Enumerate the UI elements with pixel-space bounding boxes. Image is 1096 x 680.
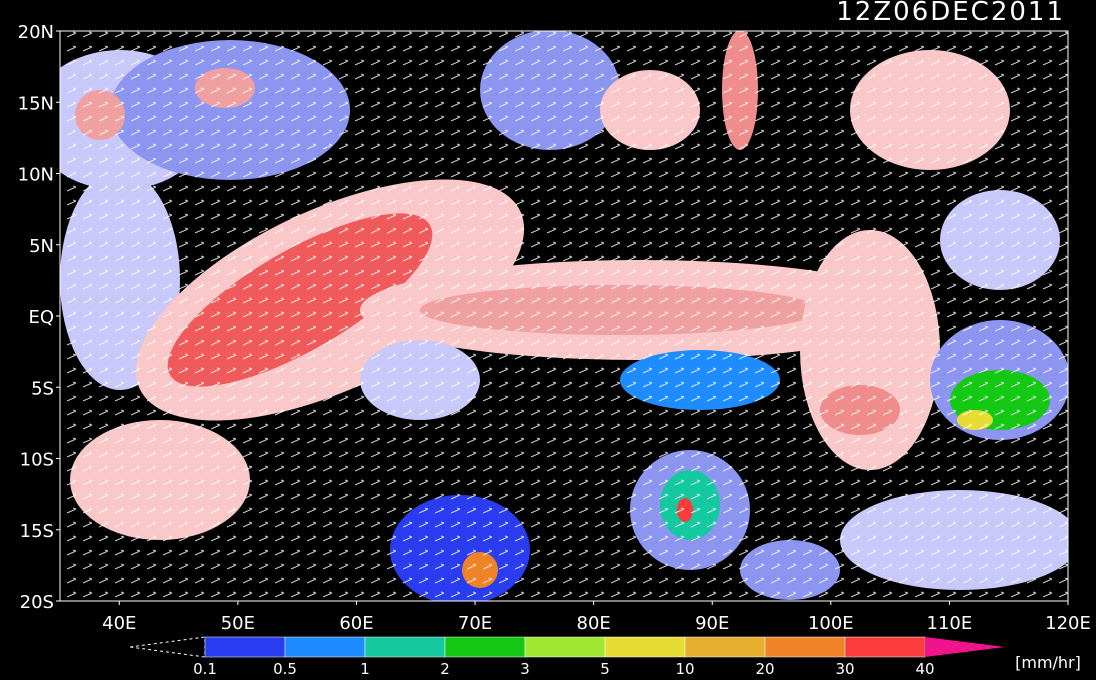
- lon-label: 100E: [808, 613, 854, 634]
- colorbar-label: 5: [600, 660, 610, 678]
- colorbar-segment: [284, 636, 366, 658]
- field: [60, 31, 1068, 601]
- lat-label: 10N: [18, 165, 54, 186]
- lon-label: 90E: [695, 613, 729, 634]
- colorbar-label: 2: [440, 660, 450, 678]
- colorbar-label: 0.5: [273, 660, 297, 678]
- lat-label: 15S: [20, 521, 54, 542]
- lon-label: 60E: [339, 613, 373, 634]
- colorbar-label: 3: [520, 660, 530, 678]
- lat-label: 20N: [18, 22, 54, 43]
- lon-label: 50E: [221, 613, 255, 634]
- map-title: 12Z06DEC2011: [836, 0, 1065, 27]
- colorbar-segment: [364, 636, 446, 658]
- colorbar-unit: [mm/hr]: [1015, 653, 1081, 672]
- lon-label: 80E: [577, 613, 611, 634]
- lat-label: 5S: [31, 378, 54, 399]
- colorbar-segment: [844, 636, 926, 658]
- colorbar-label: 20: [755, 660, 774, 678]
- lon-label: 120E: [1045, 613, 1091, 634]
- lat-label: EQ: [28, 307, 54, 328]
- lat-label: 10S: [20, 450, 54, 471]
- colorbar-segment: [524, 636, 606, 658]
- colorbar-label: 30: [835, 660, 854, 678]
- lon-label: 70E: [458, 613, 492, 634]
- lon-label: 110E: [927, 613, 973, 634]
- colorbar-segment: [604, 636, 686, 658]
- colorbar-segment: [684, 636, 766, 658]
- colorbar-segment: [444, 636, 526, 658]
- colorbar-segment: [204, 636, 286, 658]
- colorbar-label: 40: [915, 660, 934, 678]
- lat-label: 15N: [18, 93, 54, 114]
- colorbar-segment: [764, 636, 846, 658]
- colorbar-over: [925, 637, 1005, 657]
- lon-label: 40E: [102, 613, 136, 634]
- lat-label: 5N: [29, 236, 54, 257]
- colorbar-label: 0.1: [193, 660, 217, 678]
- lat-label: 20S: [20, 592, 54, 613]
- colorbar-label: 1: [360, 660, 370, 678]
- colorbar-label: 10: [675, 660, 694, 678]
